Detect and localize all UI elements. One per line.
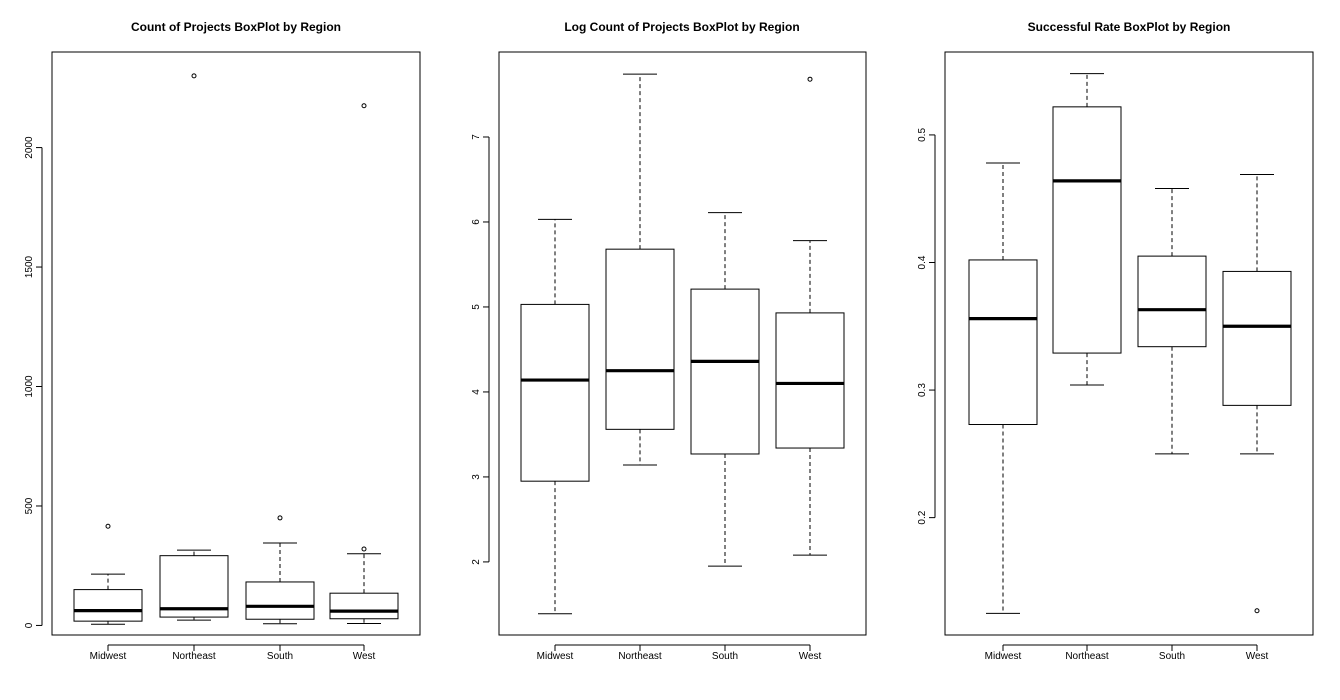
- x-tick-label: Midwest: [90, 651, 127, 662]
- box-northeast: [605, 73, 675, 466]
- iqr-box: [329, 592, 399, 620]
- plot-frame: [944, 51, 1314, 636]
- iqr-box: [245, 581, 315, 620]
- iqr-box: [1222, 270, 1292, 406]
- iqr-box: [690, 288, 760, 455]
- x-tick-label: South: [1159, 651, 1185, 662]
- iqr-box: [775, 312, 845, 449]
- x-tick-label: Midwest: [537, 651, 574, 662]
- iqr-box: [1052, 106, 1122, 354]
- y-tick-label: 0: [24, 622, 35, 628]
- outlier-point: [361, 103, 367, 109]
- x-tick-label: Northeast: [172, 651, 216, 662]
- panel-title: Successful Rate BoxPlot by Region: [1028, 20, 1231, 34]
- y-tick-label: 500: [24, 497, 35, 514]
- box-west: [1222, 173, 1292, 614]
- iqr-box: [605, 248, 675, 430]
- outlier-point: [361, 546, 367, 552]
- box-south: [690, 212, 760, 567]
- y-tick-label: 1500: [24, 255, 35, 278]
- y-tick-label: 0.2: [917, 510, 928, 524]
- box-northeast: [1052, 73, 1122, 386]
- x-tick-label: West: [799, 651, 822, 662]
- y-tick-label: 0.4: [917, 255, 928, 269]
- y-tick-label: 4: [471, 389, 482, 395]
- plot-frame: [498, 51, 867, 636]
- y-tick-label: 0.5: [917, 128, 928, 142]
- iqr-box: [1137, 255, 1207, 348]
- y-tick-label: 6: [471, 219, 482, 225]
- x-tick-label: Midwest: [985, 651, 1022, 662]
- y-tick-label: 5: [471, 304, 482, 310]
- box-south: [245, 515, 315, 625]
- y-tick-label: 2: [471, 559, 482, 565]
- plot-frame: [51, 51, 421, 636]
- outlier-point: [277, 515, 283, 521]
- box-northeast: [159, 73, 229, 621]
- box-midwest: [73, 523, 143, 625]
- panel-successful-rate: Successful Rate BoxPlot by Region 0.2 0.3…: [917, 20, 1314, 662]
- y-tick-label: 2000: [24, 136, 35, 159]
- outlier-point: [191, 73, 197, 79]
- x-tick-label: South: [712, 651, 738, 662]
- iqr-box: [159, 555, 229, 618]
- box-west: [775, 76, 845, 556]
- box-midwest: [520, 218, 590, 615]
- x-tick-label: West: [353, 651, 376, 662]
- outlier-point: [1254, 608, 1260, 614]
- y-tick-label: 3: [471, 474, 482, 480]
- x-tick-label: South: [267, 651, 293, 662]
- y-tick-label: 0.3: [917, 383, 928, 397]
- iqr-box: [968, 259, 1038, 426]
- iqr-box: [520, 303, 590, 482]
- panel-count-of-projects: Count of Projects BoxPlot by Region 0 500…: [24, 20, 421, 662]
- iqr-box: [73, 589, 143, 622]
- box-west: [329, 103, 399, 625]
- panel-title: Count of Projects BoxPlot by Region: [131, 20, 341, 34]
- outlier-point: [105, 523, 111, 529]
- box-south: [1137, 188, 1207, 455]
- panel-log-count-of-projects: Log Count of Projects BoxPlot by Region …: [471, 20, 867, 662]
- x-tick-label: Northeast: [1065, 651, 1109, 662]
- y-tick-label: 1000: [24, 375, 35, 398]
- y-tick-label: 7: [471, 134, 482, 140]
- outlier-point: [807, 76, 813, 82]
- x-tick-label: Northeast: [618, 651, 662, 662]
- panel-title: Log Count of Projects BoxPlot by Region: [564, 20, 799, 34]
- x-tick-label: West: [1246, 651, 1269, 662]
- box-midwest: [968, 162, 1038, 614]
